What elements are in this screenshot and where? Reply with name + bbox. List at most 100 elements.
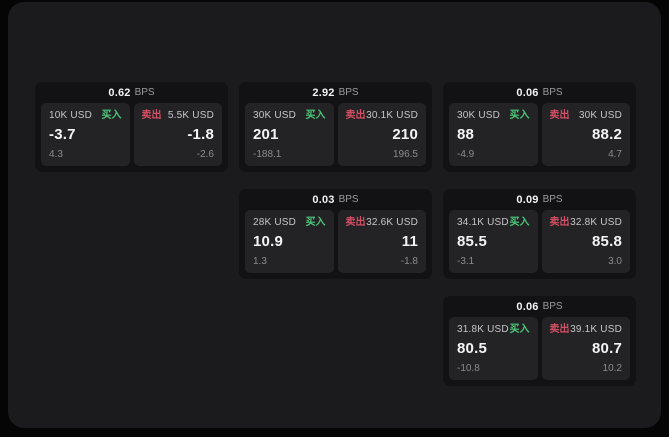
- card-header: 0.03 BPS: [239, 189, 432, 210]
- sell-tag: 卖出: [549, 324, 570, 335]
- sell-panel[interactable]: 卖出 30K USD 88.2 4.7: [541, 103, 630, 166]
- sell-tag: 卖出: [549, 217, 570, 228]
- bps-value: 0.09: [516, 193, 539, 206]
- bps-value: 2.92: [312, 86, 335, 99]
- bps-value: 0.03: [312, 193, 335, 206]
- buy-panel-top-row: 28K USD 买入: [253, 216, 326, 229]
- main-panel: 0.62 BPS 10K USD 买入 -3.7 4.3 卖出 5.5K USD: [8, 2, 661, 428]
- buy-panel-top-row: 10K USD 买入: [49, 109, 122, 122]
- buy-tag: 买入: [305, 110, 326, 121]
- card-header: 0.62 BPS: [35, 82, 228, 103]
- card-body: 10K USD 买入 -3.7 4.3 卖出 5.5K USD -1.8 -2.…: [35, 103, 228, 172]
- sell-panel[interactable]: 卖出 30.1K USD 210 196.5: [337, 103, 426, 166]
- sell-panel-top-row: 卖出 30.1K USD: [346, 109, 419, 122]
- quote-card: 0.06 BPS 30K USD 买入 88 -4.9 卖出 30K USD: [443, 82, 636, 172]
- sell-panel[interactable]: 卖出 32.6K USD 11 -1.8: [337, 210, 426, 273]
- sell-price: -1.8: [187, 126, 214, 143]
- sell-panel[interactable]: 卖出 32.8K USD 85.8 3.0: [541, 210, 630, 273]
- buy-tag: 买入: [509, 324, 530, 335]
- buy-panel[interactable]: 34.1K USD 买入 85.5 -3.1: [449, 210, 538, 273]
- buy-price: 85.5: [457, 233, 487, 250]
- buy-delta: -3.1: [457, 256, 475, 267]
- card-body: 30K USD 买入 88 -4.9 卖出 30K USD 88.2 4.7: [443, 103, 636, 172]
- buy-delta: -188.1: [253, 149, 282, 160]
- buy-price: 80.5: [457, 340, 487, 357]
- bps-unit: BPS: [542, 301, 563, 312]
- buy-size: 28K USD: [253, 217, 297, 228]
- quote-card: 2.92 BPS 30K USD 买入 201 -188.1 卖出 30.1K …: [239, 82, 432, 172]
- bps-unit: BPS: [542, 194, 563, 205]
- sell-price: 80.7: [592, 340, 622, 357]
- buy-tag: 买入: [509, 110, 530, 121]
- buy-tag: 买入: [509, 217, 530, 228]
- bps-unit: BPS: [338, 194, 359, 205]
- sell-delta: -1.8: [400, 256, 418, 267]
- bps-unit: BPS: [542, 87, 563, 98]
- buy-panel[interactable]: 31.8K USD 买入 80.5 -10.8: [449, 317, 538, 380]
- sell-size: 39.1K USD: [570, 324, 622, 335]
- sell-size: 30.1K USD: [366, 110, 418, 121]
- sell-panel-top-row: 卖出 5.5K USD: [142, 109, 215, 122]
- sell-delta: 10.2: [602, 363, 622, 374]
- bps-unit: BPS: [134, 87, 155, 98]
- buy-delta: -10.8: [457, 363, 480, 374]
- sell-panel-top-row: 卖出 39.1K USD: [550, 323, 623, 336]
- sell-size: 5.5K USD: [167, 110, 214, 121]
- sell-panel-top-row: 卖出 32.8K USD: [550, 216, 623, 229]
- bps-value: 0.62: [108, 86, 131, 99]
- sell-delta: -2.6: [196, 149, 214, 160]
- quote-grid: 0.62 BPS 10K USD 买入 -3.7 4.3 卖出 5.5K USD: [35, 82, 636, 386]
- card-header: 0.09 BPS: [443, 189, 636, 210]
- card-body: 28K USD 买入 10.9 1.3 卖出 32.6K USD 11 -1.8: [239, 210, 432, 279]
- buy-panel[interactable]: 30K USD 买入 201 -188.1: [245, 103, 334, 166]
- card-body: 31.8K USD 买入 80.5 -10.8 卖出 39.1K USD 80.…: [443, 317, 636, 386]
- buy-panel-top-row: 30K USD 买入: [457, 109, 530, 122]
- buy-price: 88: [457, 126, 475, 143]
- sell-price: 88.2: [592, 126, 622, 143]
- buy-delta: 4.3: [49, 149, 63, 160]
- buy-size: 30K USD: [457, 110, 501, 121]
- sell-delta: 196.5: [392, 149, 418, 160]
- sell-panel[interactable]: 卖出 39.1K USD 80.7 10.2: [541, 317, 630, 380]
- sell-tag: 卖出: [345, 110, 366, 121]
- sell-price: 85.8: [592, 233, 622, 250]
- buy-size: 10K USD: [49, 110, 93, 121]
- bps-unit: BPS: [338, 87, 359, 98]
- sell-delta: 4.7: [608, 149, 622, 160]
- quote-card: 0.06 BPS 31.8K USD 买入 80.5 -10.8 卖出 39.1…: [443, 296, 636, 386]
- sell-delta: 3.0: [608, 256, 622, 267]
- buy-delta: -4.9: [457, 149, 475, 160]
- buy-size: 31.8K USD: [457, 324, 509, 335]
- sell-tag: 卖出: [549, 110, 570, 121]
- buy-panel[interactable]: 30K USD 买入 88 -4.9: [449, 103, 538, 166]
- card-header: 0.06 BPS: [443, 82, 636, 103]
- card-header: 0.06 BPS: [443, 296, 636, 317]
- bps-value: 0.06: [516, 86, 539, 99]
- buy-price: 201: [253, 126, 279, 143]
- sell-tag: 卖出: [141, 110, 162, 121]
- sell-tag: 卖出: [345, 217, 366, 228]
- buy-size: 30K USD: [253, 110, 297, 121]
- buy-panel-top-row: 34.1K USD 买入: [457, 216, 530, 229]
- sell-price: 210: [392, 126, 418, 143]
- quote-card: 0.09 BPS 34.1K USD 买入 85.5 -3.1 卖出 32.8K…: [443, 189, 636, 279]
- buy-price: -3.7: [49, 126, 76, 143]
- buy-size: 34.1K USD: [457, 217, 509, 228]
- buy-panel-top-row: 30K USD 买入: [253, 109, 326, 122]
- card-body: 30K USD 买入 201 -188.1 卖出 30.1K USD 210 1…: [239, 103, 432, 172]
- card-body: 34.1K USD 买入 85.5 -3.1 卖出 32.8K USD 85.8…: [443, 210, 636, 279]
- sell-panel-top-row: 卖出 30K USD: [550, 109, 623, 122]
- buy-panel[interactable]: 10K USD 买入 -3.7 4.3: [41, 103, 130, 166]
- buy-tag: 买入: [305, 217, 326, 228]
- buy-panel-top-row: 31.8K USD 买入: [457, 323, 530, 336]
- sell-size: 30K USD: [578, 110, 622, 121]
- buy-panel[interactable]: 28K USD 买入 10.9 1.3: [245, 210, 334, 273]
- sell-price: 11: [401, 233, 418, 250]
- sell-size: 32.6K USD: [366, 217, 418, 228]
- buy-price: 10.9: [253, 233, 283, 250]
- quote-card: 0.62 BPS 10K USD 买入 -3.7 4.3 卖出 5.5K USD: [35, 82, 228, 172]
- sell-panel[interactable]: 卖出 5.5K USD -1.8 -2.6: [133, 103, 222, 166]
- quote-card: 0.03 BPS 28K USD 买入 10.9 1.3 卖出 32.6K US…: [239, 189, 432, 279]
- sell-panel-top-row: 卖出 32.6K USD: [346, 216, 419, 229]
- buy-delta: 1.3: [253, 256, 267, 267]
